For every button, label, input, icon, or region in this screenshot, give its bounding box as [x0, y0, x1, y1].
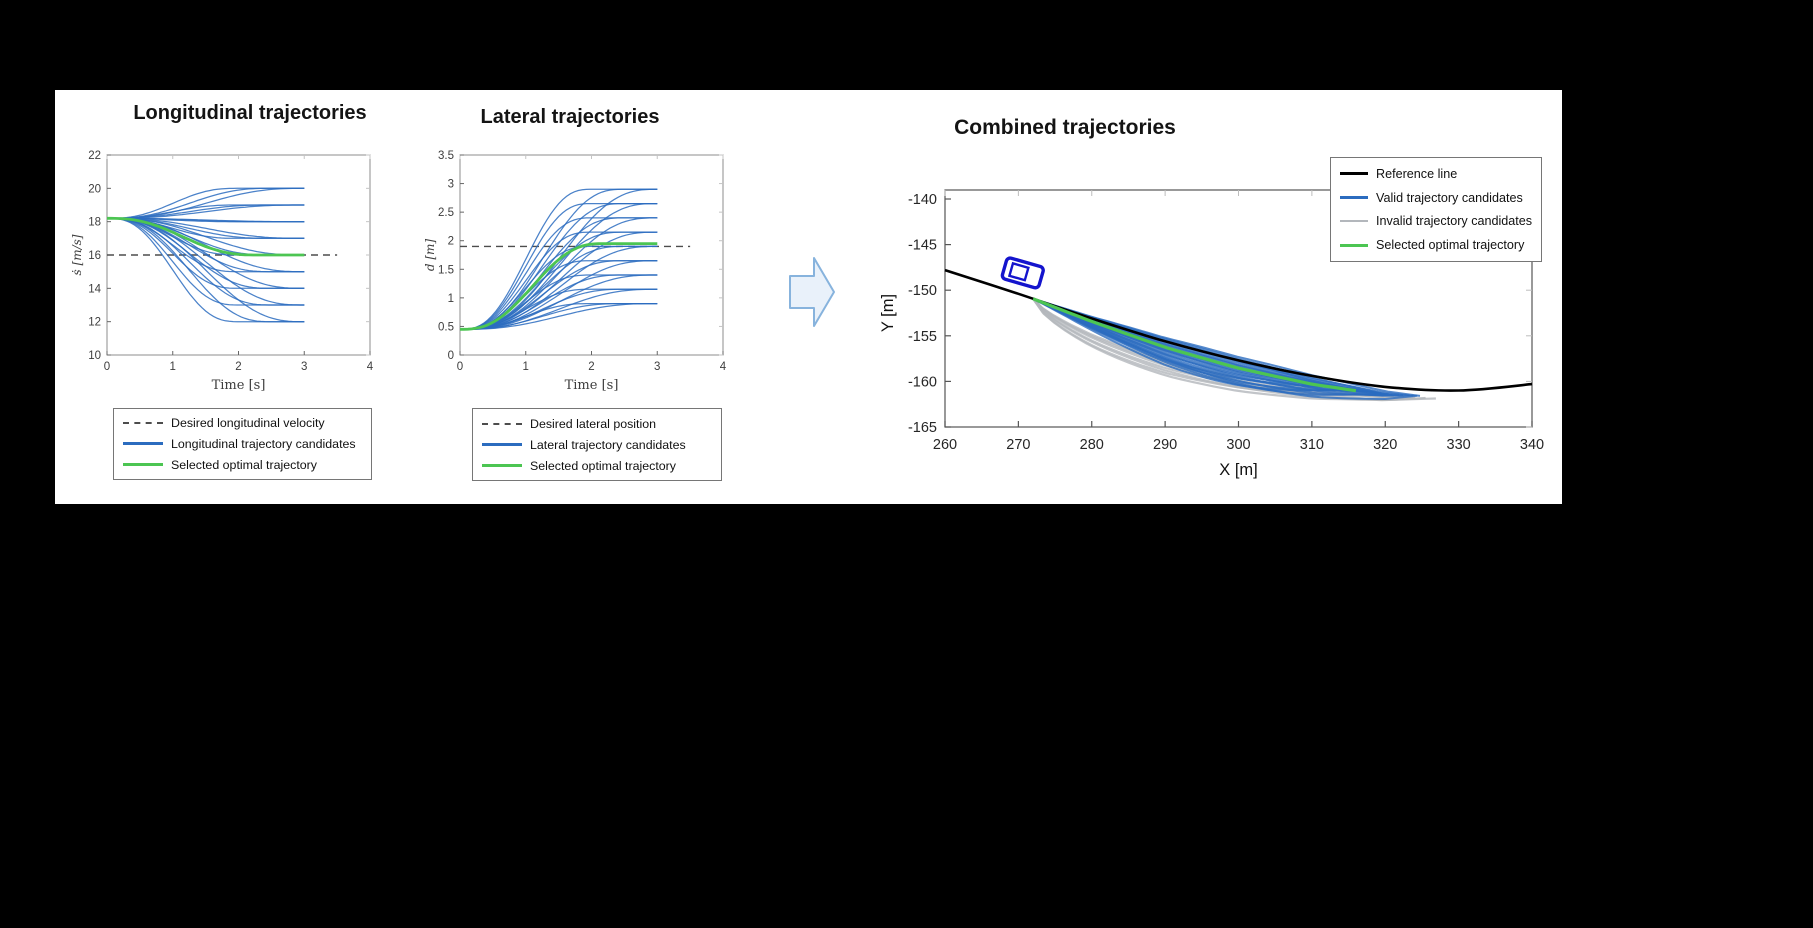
legend-black-line-sample	[1340, 172, 1368, 176]
combined-legend: Reference line Valid trajectory candidate…	[1330, 157, 1542, 262]
legend-green-line-sample	[1340, 243, 1368, 247]
svg-text:-150: -150	[908, 283, 937, 299]
selected-trajectory-curve	[107, 216, 305, 257]
legend-label: Lateral trajectory candidates	[530, 437, 686, 452]
svg-text:280: 280	[1080, 437, 1104, 453]
svg-text:Time [s]: Time [s]	[565, 378, 619, 393]
svg-text:4: 4	[720, 361, 727, 373]
svg-text:2: 2	[235, 361, 241, 373]
svg-text:310: 310	[1300, 437, 1324, 453]
svg-text:340: 340	[1520, 437, 1544, 453]
svg-text:0: 0	[457, 361, 463, 373]
svg-text:2: 2	[448, 236, 454, 248]
svg-text:d [m]: d [m]	[423, 239, 437, 272]
svg-text:4: 4	[367, 361, 374, 373]
longitudinal-chart-title: Longitudinal trajectories	[133, 102, 367, 124]
svg-text:ṡ [m/s]: ṡ [m/s]	[70, 234, 84, 275]
legend-entry: Reference line	[1340, 167, 1532, 181]
legend-label: Desired longitudinal velocity	[171, 416, 325, 431]
longitudinal-legend: Desired longitudinal velocity Longitudina…	[113, 408, 372, 480]
svg-text:300: 300	[1226, 437, 1250, 453]
legend-dashed-line-sample	[123, 422, 163, 425]
combined-chart-title: Combined trajectories	[954, 116, 1176, 139]
svg-text:Y [m]: Y [m]	[879, 294, 897, 332]
selected-trajectory-curve	[1032, 297, 1357, 393]
svg-text:1: 1	[170, 361, 176, 373]
svg-text:3: 3	[448, 179, 454, 191]
legend-label: Selected optimal trajectory	[171, 457, 318, 472]
legend-label: Reference line	[1376, 166, 1458, 181]
figure-panel: Longitudinal trajectories 0 1 2 3 4 10 12 14 16 1…	[55, 90, 1562, 504]
legend-entry: Selected optimal trajectory	[123, 458, 362, 472]
svg-text:320: 320	[1373, 437, 1397, 453]
legend-gray-line-sample	[1340, 220, 1368, 223]
svg-text:2.5: 2.5	[438, 207, 454, 219]
svg-text:-165: -165	[908, 420, 937, 436]
legend-label: Valid trajectory candidates	[1376, 190, 1523, 205]
legend-dashed-line-sample	[482, 422, 522, 425]
svg-text:10: 10	[88, 350, 101, 362]
svg-text:0.5: 0.5	[438, 321, 454, 333]
legend-entry: Invalid trajectory candidates	[1340, 214, 1532, 228]
svg-text:-160: -160	[908, 374, 937, 390]
svg-text:3: 3	[654, 361, 660, 373]
legend-blue-line-sample	[123, 442, 163, 446]
svg-text:20: 20	[88, 183, 101, 195]
svg-text:1: 1	[523, 361, 529, 373]
svg-text:16: 16	[88, 250, 101, 262]
legend-entry: Longitudinal trajectory candidates	[123, 437, 362, 451]
legend-label: Selected optimal trajectory	[1376, 238, 1525, 253]
legend-label: Longitudinal trajectory candidates	[171, 436, 356, 451]
legend-entry: Desired lateral position	[482, 417, 712, 431]
legend-entry: Selected optimal trajectory	[1340, 238, 1532, 252]
selected-trajectory-curve	[460, 242, 658, 331]
ego-vehicle-icon	[1000, 256, 1045, 290]
svg-text:14: 14	[88, 283, 101, 295]
svg-text:290: 290	[1153, 437, 1177, 453]
svg-text:3: 3	[301, 361, 307, 373]
svg-text:330: 330	[1447, 437, 1471, 453]
flow-arrow-shape	[789, 257, 835, 327]
svg-text:1.5: 1.5	[438, 264, 454, 276]
svg-text:1: 1	[448, 293, 454, 305]
svg-text:0: 0	[448, 350, 454, 362]
svg-text:-155: -155	[908, 329, 937, 345]
svg-text:-145: -145	[908, 238, 937, 254]
svg-text:X [m]: X [m]	[1219, 461, 1258, 479]
svg-text:12: 12	[88, 317, 101, 329]
svg-text:-140: -140	[908, 192, 937, 208]
svg-text:Time [s]: Time [s]	[212, 378, 266, 393]
legend-entry: Selected optimal trajectory	[482, 459, 712, 473]
legend-green-line-sample	[482, 464, 522, 467]
flow-arrow-icon	[789, 257, 835, 327]
legend-blue-line-sample	[482, 443, 522, 446]
legend-green-line-sample	[123, 463, 163, 467]
svg-text:260: 260	[933, 437, 957, 453]
legend-blue-line-sample	[1340, 196, 1368, 200]
svg-text:3.5: 3.5	[438, 150, 454, 162]
lateral-legend: Desired lateral position Lateral trajecto…	[472, 408, 722, 481]
legend-entry: Lateral trajectory candidates	[482, 438, 712, 452]
svg-text:0: 0	[104, 361, 110, 373]
svg-text:270: 270	[1006, 437, 1030, 453]
legend-entry: Valid trajectory candidates	[1340, 191, 1532, 205]
svg-text:18: 18	[88, 217, 101, 229]
legend-label: Invalid trajectory candidates	[1376, 214, 1533, 229]
legend-label: Selected optimal trajectory	[530, 458, 677, 473]
legend-entry: Desired longitudinal velocity	[123, 416, 362, 430]
legend-label: Desired lateral position	[530, 416, 657, 431]
svg-text:2: 2	[588, 361, 594, 373]
svg-text:22: 22	[88, 150, 101, 162]
lateral-plot: 0 1 2 3 4 0 0.5 1 1.5 2 2.5 3 3.5 Time [s] d [m]	[423, 150, 727, 393]
lateral-chart-title: Lateral trajectories	[480, 106, 660, 128]
